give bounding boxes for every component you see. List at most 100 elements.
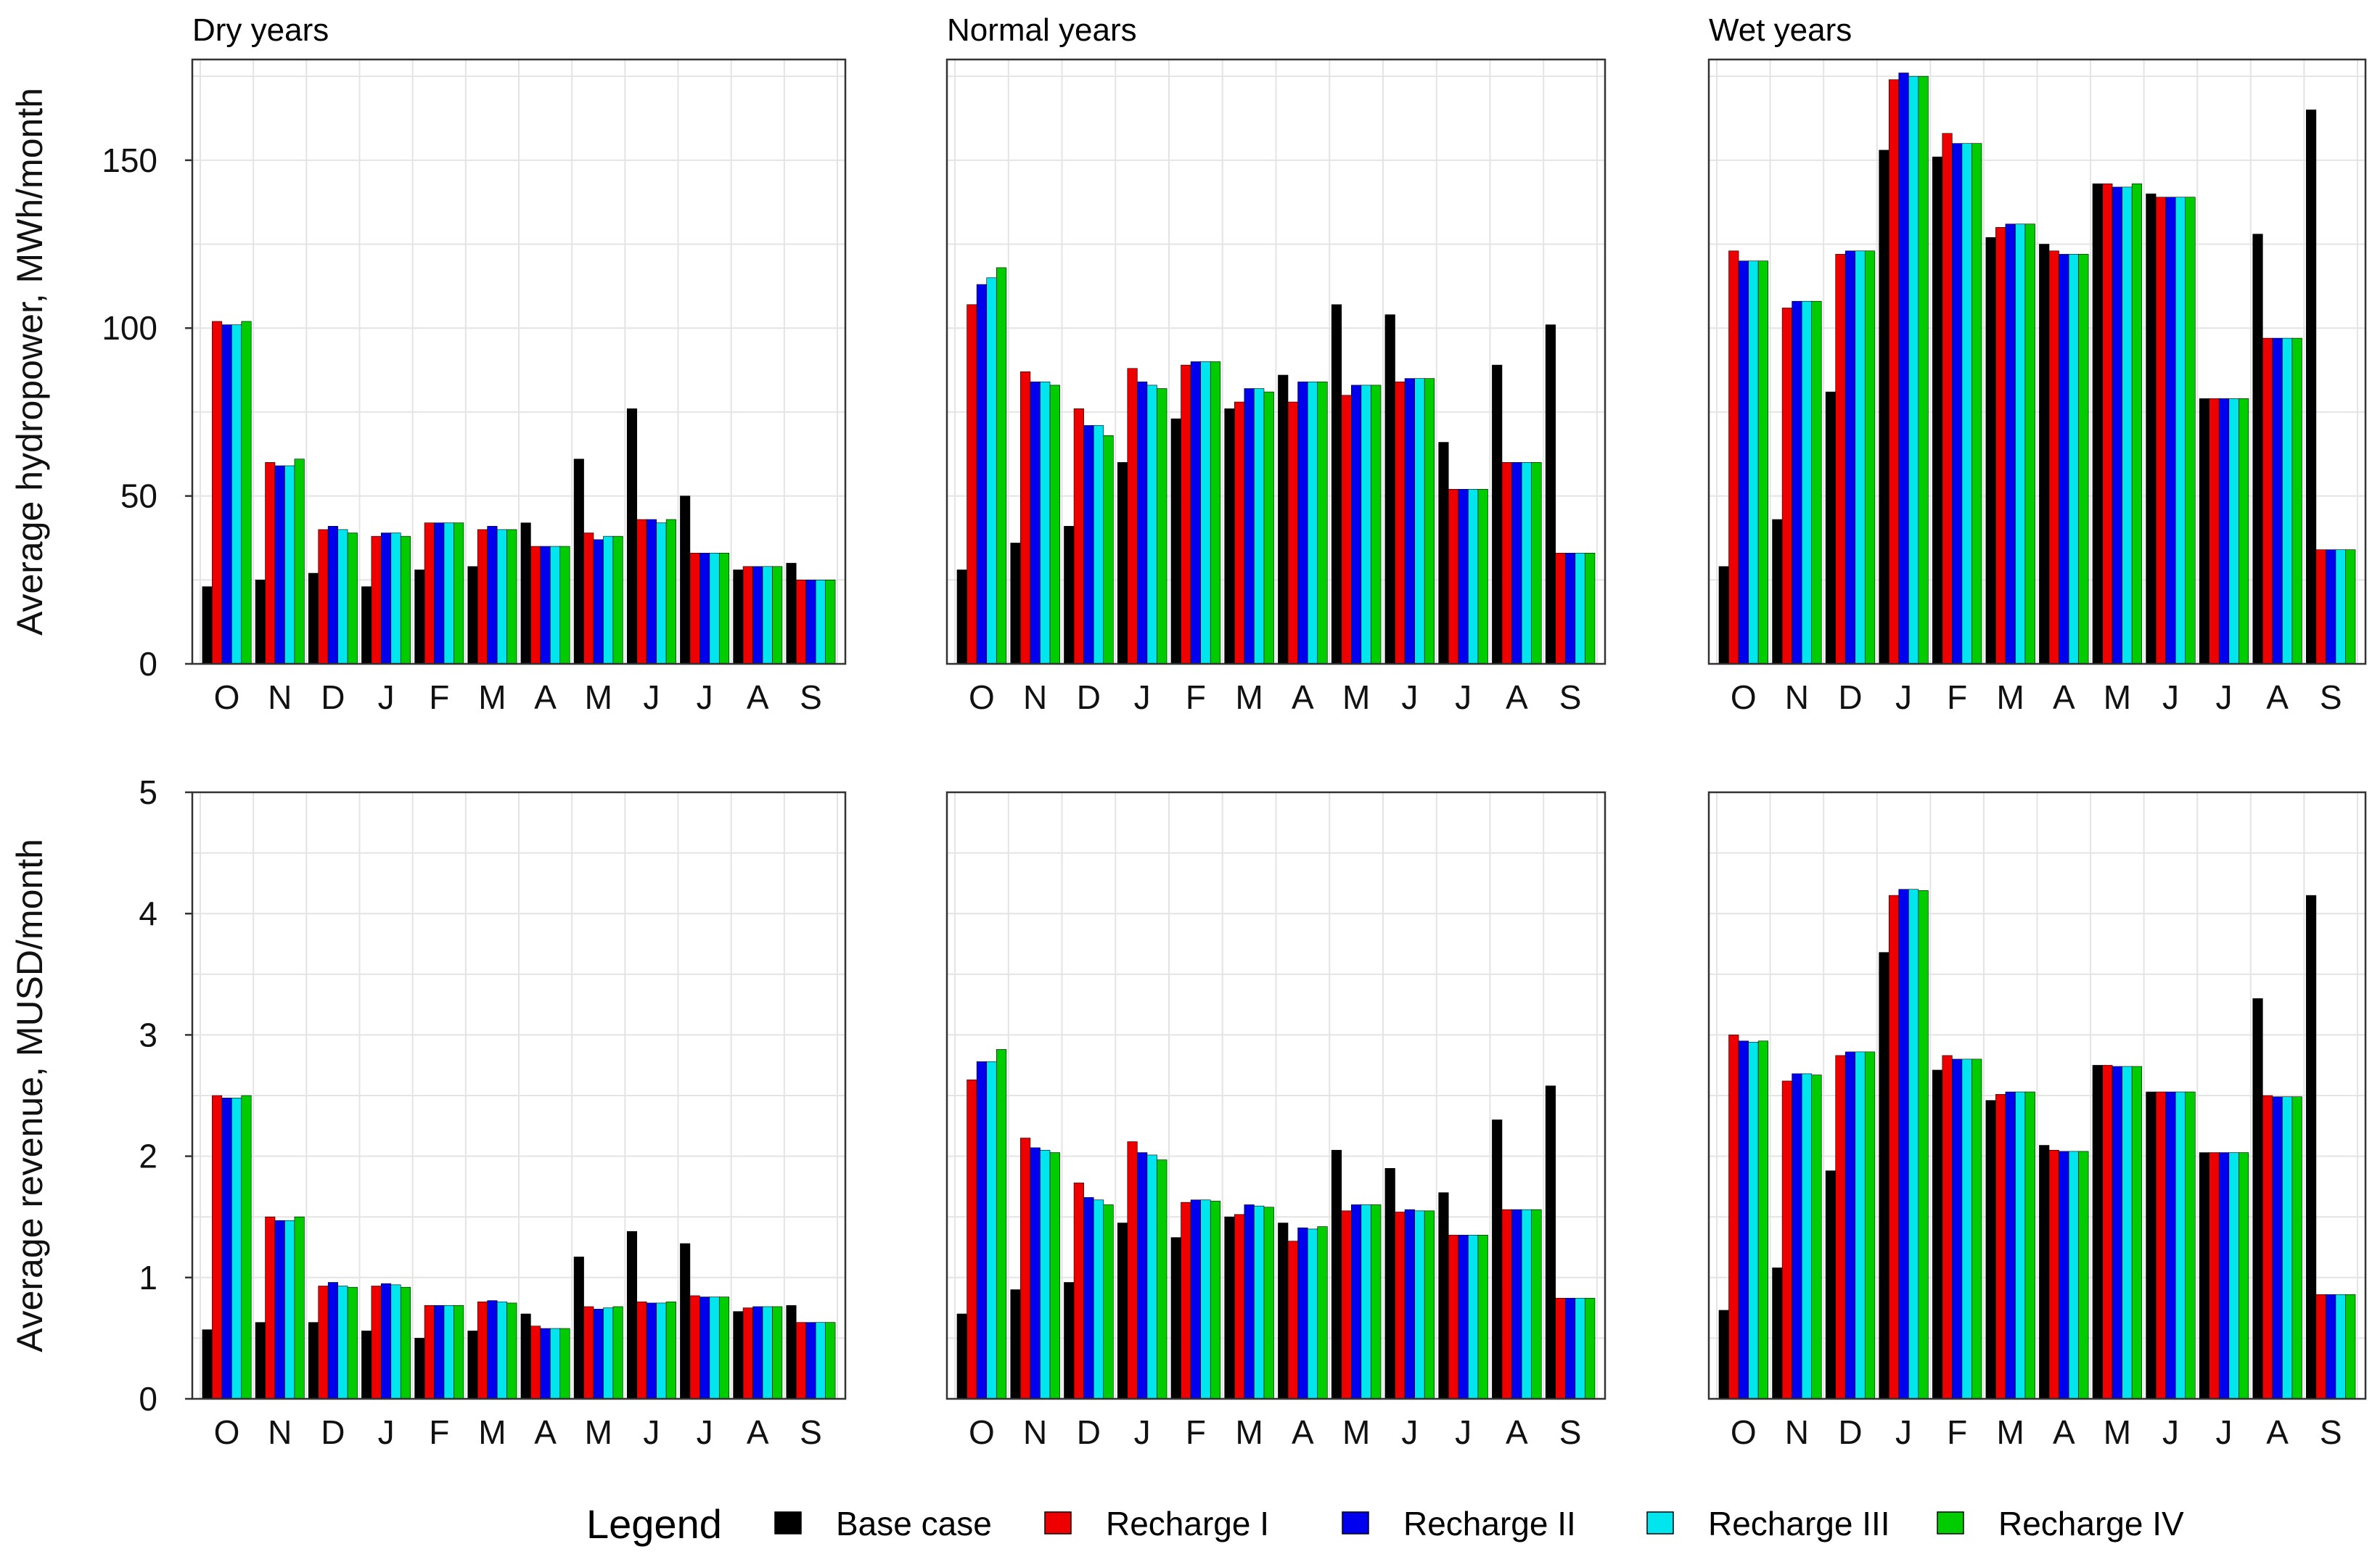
- bar-recharge-iii-4: [1200, 1199, 1211, 1400]
- x-tick-label: A: [2053, 678, 2075, 716]
- x-tick-label: D: [1077, 1413, 1101, 1451]
- bar-base-case-1: [1772, 519, 1783, 665]
- bar-recharge-iv-7: [1371, 1204, 1382, 1400]
- bar-recharge-iii-8: [1414, 378, 1425, 665]
- bar-base-case-10: [2252, 234, 2263, 665]
- legend-swatch: [774, 1511, 802, 1535]
- bar-recharge-i-1: [1020, 371, 1031, 665]
- bar-recharge-i-3: [1127, 368, 1138, 665]
- bar-recharge-iii-5: [496, 529, 507, 665]
- bar-recharge-iii-0: [231, 1098, 242, 1400]
- bar-recharge-iv-2: [1103, 435, 1114, 665]
- bar-recharge-i-7: [1341, 395, 1352, 665]
- bar-base-case-11: [786, 562, 797, 665]
- bar-recharge-i-3: [371, 535, 382, 665]
- bar-recharge-iii-2: [1093, 425, 1104, 665]
- bar-recharge-iv-5: [2024, 1091, 2035, 1400]
- bar-recharge-iv-4: [454, 1305, 464, 1400]
- bar-base-case-1: [1010, 543, 1021, 665]
- bar-recharge-i-6: [530, 1326, 541, 1400]
- row-1-y-axis-label: Average revenue, MUSD/month: [9, 839, 50, 1352]
- x-tick-label: J: [2162, 678, 2179, 716]
- bar-recharge-iv-3: [1918, 75, 1929, 665]
- bar-recharge-iv-7: [2131, 1066, 2143, 1400]
- bar-recharge-ii-7: [2112, 1066, 2122, 1400]
- bar-recharge-i-10: [1501, 462, 1512, 665]
- bar-base-case-4: [1170, 1237, 1181, 1400]
- bar-recharge-i-11: [795, 1322, 806, 1400]
- bar-recharge-ii-0: [221, 1098, 232, 1400]
- bar-recharge-i-6: [1287, 1241, 1298, 1400]
- x-tick-label: A: [1506, 1413, 1528, 1451]
- legend-label: Recharge I: [1106, 1505, 1269, 1542]
- bar-base-case-8: [1384, 314, 1395, 665]
- bar-base-case-5: [1985, 237, 1996, 665]
- bar-base-case-10: [733, 1311, 744, 1400]
- bar-recharge-ii-10: [2272, 1096, 2283, 1400]
- bar-recharge-iv-3: [1918, 890, 1929, 1400]
- bar-recharge-ii-10: [2272, 337, 2283, 665]
- legend-label: Base case: [836, 1505, 992, 1542]
- bar-base-case-1: [1772, 1268, 1783, 1400]
- bar-base-case-11: [2306, 110, 2317, 665]
- bar-recharge-ii-9: [2218, 1152, 2230, 1400]
- legend-title: Legend: [586, 1501, 722, 1547]
- bar-recharge-ii-8: [2165, 1091, 2176, 1400]
- x-tick-label: J: [1895, 678, 1912, 716]
- panel-frame: [945, 791, 1606, 1400]
- bar-recharge-i-11: [795, 580, 806, 665]
- bar-recharge-ii-3: [381, 533, 392, 665]
- bar-recharge-i-5: [477, 1301, 488, 1400]
- x-tick-label: N: [1785, 678, 1809, 716]
- bar-recharge-iv-0: [1757, 260, 1768, 665]
- bar-recharge-iii-7: [2122, 1066, 2133, 1400]
- x-tick-label: O: [969, 1413, 995, 1451]
- bar-base-case-4: [414, 1338, 425, 1400]
- bar-recharge-i-5: [477, 529, 488, 665]
- bar-recharge-iii-7: [603, 535, 614, 665]
- bar-base-case-5: [1224, 408, 1235, 665]
- bar-recharge-iii-9: [709, 1297, 720, 1400]
- bar-recharge-i-6: [1287, 401, 1298, 665]
- bar-recharge-i-0: [1728, 250, 1739, 665]
- bar-recharge-ii-2: [1083, 425, 1094, 665]
- bar-base-case-3: [1879, 952, 1889, 1400]
- bar-recharge-iv-5: [506, 1302, 517, 1400]
- bar-recharge-iv-11: [1585, 1297, 1596, 1400]
- bar-recharge-ii-8: [1404, 1209, 1415, 1400]
- bar-recharge-i-2: [318, 1286, 329, 1400]
- bar-recharge-i-0: [1728, 1035, 1739, 1400]
- panel-frame: [1707, 58, 2367, 665]
- bar-recharge-ii-0: [976, 1061, 988, 1400]
- bar-recharge-ii-9: [699, 1297, 710, 1400]
- bar-recharge-iv-2: [347, 533, 358, 665]
- bar-recharge-iv-2: [347, 1286, 358, 1400]
- x-tick-label: N: [268, 678, 292, 716]
- bar-recharge-iv-1: [1811, 1075, 1822, 1400]
- y-tick-label: 5: [139, 773, 157, 811]
- bar-recharge-i-0: [967, 1079, 977, 1400]
- bar-base-case-2: [1064, 525, 1075, 665]
- bar-recharge-i-2: [1835, 1055, 1846, 1400]
- bar-recharge-i-4: [1181, 1201, 1191, 1400]
- x-tick-label: O: [1731, 1413, 1757, 1451]
- bar-recharge-iv-10: [2291, 1096, 2302, 1400]
- y-tick-label: 100: [102, 309, 157, 347]
- bar-recharge-iv-0: [996, 267, 1007, 665]
- bar-recharge-iii-8: [656, 1302, 667, 1400]
- y-tick-label: 2: [139, 1138, 157, 1175]
- bar-recharge-ii-4: [434, 522, 445, 665]
- bar-base-case-5: [467, 1331, 478, 1400]
- bar-recharge-iv-8: [1424, 1210, 1435, 1400]
- bar-recharge-iv-8: [665, 1301, 676, 1400]
- bar-recharge-ii-8: [646, 1302, 657, 1400]
- bar-recharge-i-10: [2262, 1095, 2273, 1400]
- x-tick-label: D: [1077, 678, 1101, 716]
- bar-recharge-iii-2: [1855, 250, 1866, 665]
- x-tick-label: J: [2162, 1413, 2179, 1451]
- bar-recharge-iii-1: [1040, 381, 1051, 665]
- bar-base-case-1: [255, 1322, 266, 1400]
- bar-recharge-iii-8: [656, 522, 667, 665]
